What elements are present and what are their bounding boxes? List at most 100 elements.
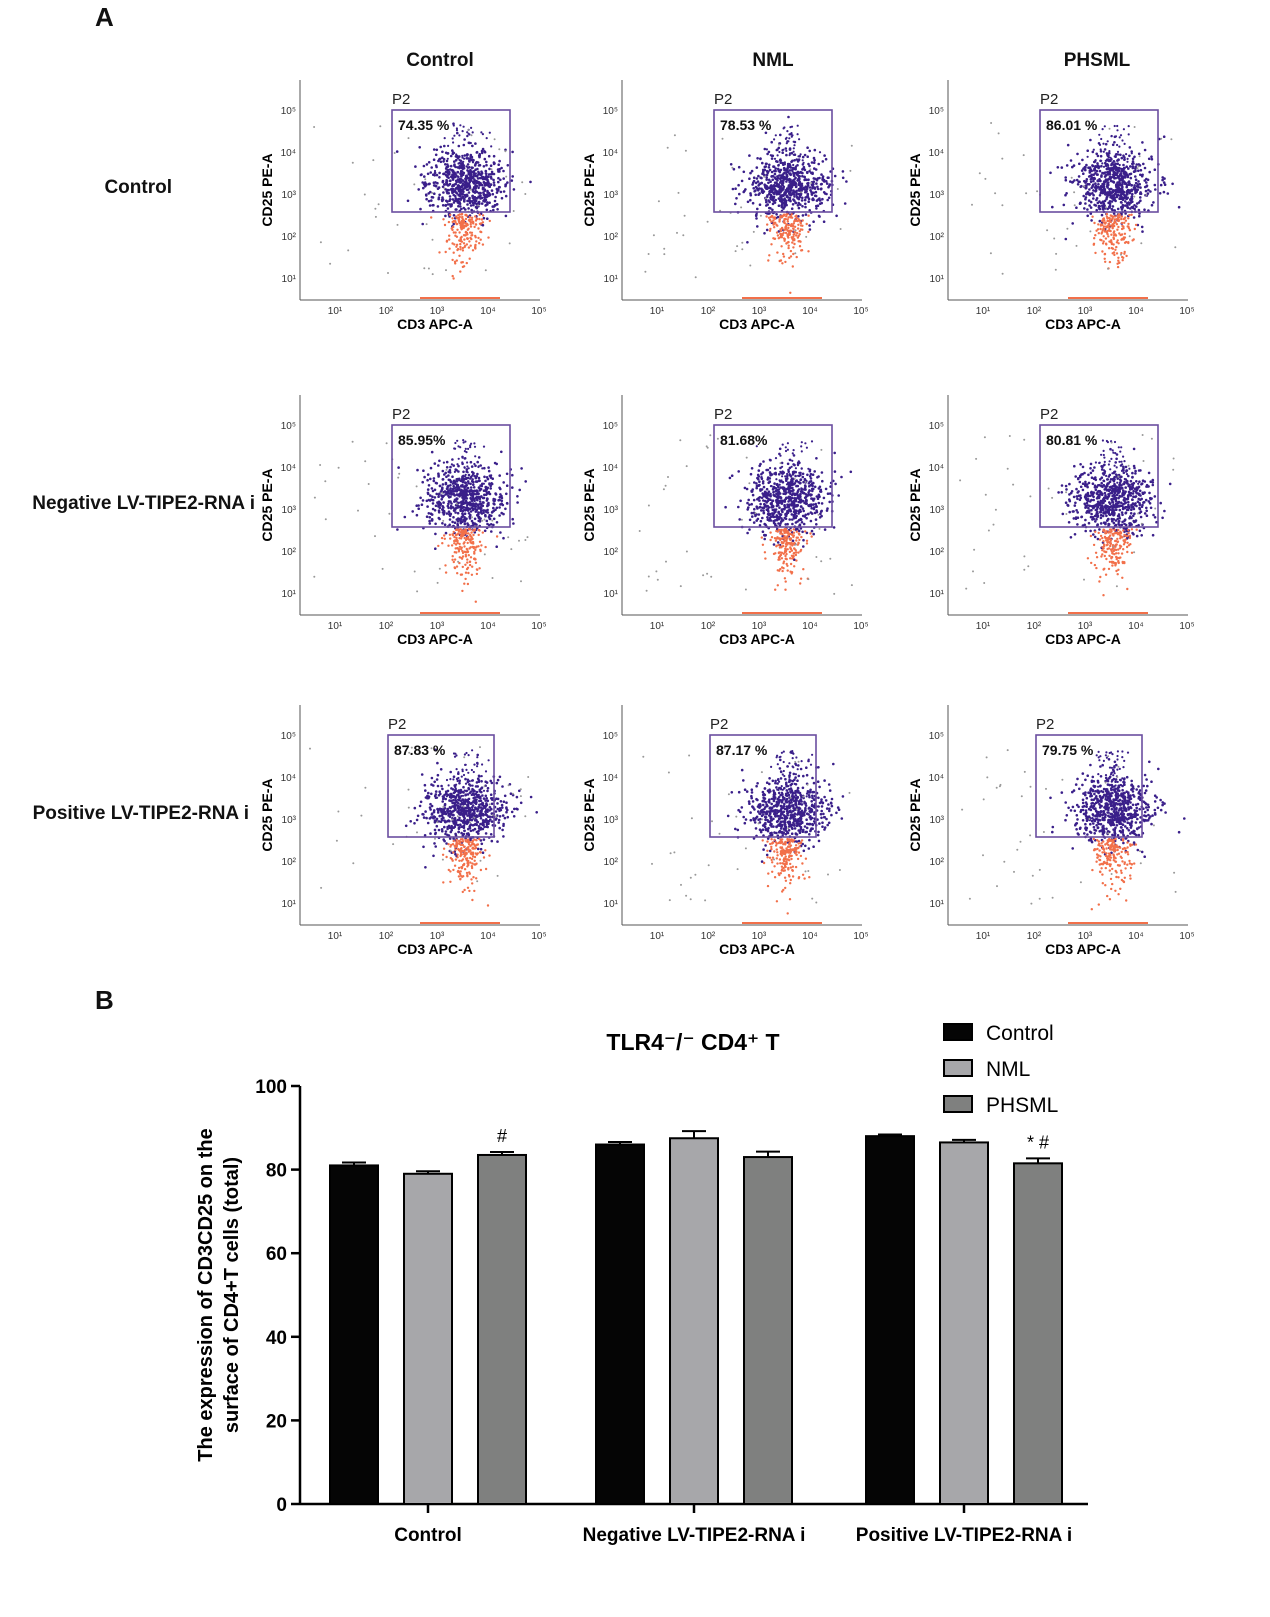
event-dot <box>777 169 780 173</box>
event-dot <box>1108 171 1111 174</box>
event-dot <box>773 510 776 513</box>
event-dot <box>788 518 791 521</box>
event-dot <box>1064 193 1067 197</box>
event-dot <box>451 178 455 181</box>
event-dot <box>754 185 758 189</box>
event-dot <box>486 508 489 512</box>
event-dot <box>788 196 791 200</box>
event-dot <box>803 175 806 179</box>
event-dot-negative <box>1096 228 1100 231</box>
event-dot <box>461 461 464 464</box>
event-dot <box>1064 237 1068 241</box>
event-dot <box>430 450 434 454</box>
event-dot <box>1127 500 1130 504</box>
event-dot <box>754 181 758 185</box>
event-dot-negative <box>1093 221 1096 225</box>
event-dot <box>459 192 463 195</box>
event-dot-negative <box>456 528 459 531</box>
event-dot <box>774 198 777 202</box>
event-dot <box>501 503 505 507</box>
event-dot <box>1102 182 1106 186</box>
event-dot <box>784 199 788 202</box>
event-dot <box>786 522 789 526</box>
event-dot <box>1072 495 1076 499</box>
event-dot <box>455 153 458 156</box>
event-dot <box>783 192 787 195</box>
event-dot-negative <box>798 533 801 536</box>
event-dot <box>442 191 445 194</box>
noise-dot <box>997 132 1000 135</box>
event-dot-negative <box>1116 262 1119 265</box>
event-dot <box>787 115 790 119</box>
noise-dot <box>702 574 705 577</box>
event-dot-negative <box>480 544 483 547</box>
event-dot-negative <box>768 254 771 257</box>
event-dot <box>472 480 475 484</box>
event-dot <box>799 153 802 156</box>
event-dot <box>1102 142 1105 145</box>
event-dot <box>466 131 469 134</box>
event-dot-negative <box>790 572 793 575</box>
event-dot <box>462 474 465 477</box>
event-dot-negative <box>770 220 773 223</box>
event-dot <box>1080 169 1084 172</box>
event-dot <box>812 487 815 491</box>
event-dot <box>470 489 473 492</box>
event-dot <box>792 454 796 457</box>
event-dot-negative <box>465 261 468 265</box>
event-dot <box>427 199 431 203</box>
event-dot <box>467 183 471 186</box>
x-tick-label: 10⁴ <box>802 621 817 632</box>
event-dot <box>1153 168 1157 171</box>
event-dot <box>429 494 432 497</box>
event-dot <box>774 167 777 170</box>
noise-dot <box>425 223 428 226</box>
noise-dot <box>833 592 836 595</box>
event-dot <box>813 194 817 197</box>
event-dot <box>737 470 740 473</box>
event-dot-negative <box>772 219 775 222</box>
event-dot <box>473 178 476 181</box>
event-dot <box>766 152 769 156</box>
event-dot <box>471 497 474 501</box>
event-dot <box>467 176 470 180</box>
event-dot-negative <box>1102 225 1106 228</box>
event-dot <box>1128 154 1131 158</box>
event-dot-negative <box>466 582 470 586</box>
event-dot <box>447 144 450 147</box>
event-dot <box>825 192 828 196</box>
event-dot <box>1115 191 1118 194</box>
event-dot <box>475 492 479 496</box>
event-dot <box>802 491 806 495</box>
event-dot <box>450 203 454 206</box>
noise-dot <box>416 590 419 593</box>
event-dot <box>744 188 747 191</box>
event-dot <box>498 498 502 502</box>
y-tick-label: 10³ <box>604 190 619 201</box>
x-tick-label: 10² <box>1027 621 1042 632</box>
event-dot <box>467 447 470 450</box>
event-dot <box>1098 194 1102 197</box>
event-dot-negative <box>786 530 789 534</box>
event-dot <box>483 466 486 470</box>
y-tick-label: 10⁵ <box>603 106 618 117</box>
event-dot-negative <box>463 536 466 540</box>
event-dot-negative <box>467 571 470 575</box>
event-dot <box>1094 182 1097 185</box>
event-dot <box>813 470 816 473</box>
event-dot <box>794 467 798 470</box>
event-dot <box>453 163 456 166</box>
event-dot <box>812 161 816 164</box>
event-dot <box>758 203 762 206</box>
event-dot-negative <box>1117 219 1121 222</box>
event-dot <box>825 182 829 185</box>
event-dot <box>752 187 755 190</box>
event-dot <box>495 203 499 206</box>
event-dot <box>784 201 788 204</box>
event-dot <box>790 135 793 138</box>
event-dot-negative <box>1115 252 1119 255</box>
event-dot <box>429 477 432 481</box>
event-dot <box>805 446 809 449</box>
event-dot <box>767 178 771 182</box>
event-dot <box>772 486 775 490</box>
